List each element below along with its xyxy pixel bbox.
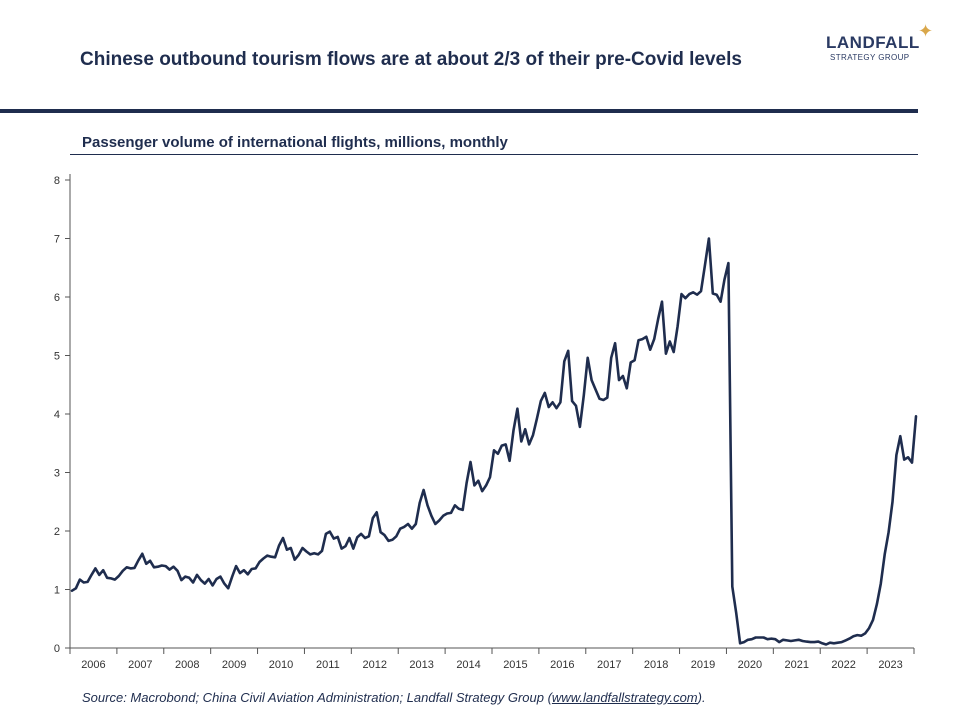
x-tick-label: 2022	[831, 659, 855, 671]
x-tick-label: 2009	[222, 659, 246, 671]
header-divider	[0, 109, 918, 113]
y-tick-label: 0	[54, 643, 60, 655]
source-text: Source: Macrobond; China Civil Aviation …	[82, 690, 552, 705]
x-tick-label: 2016	[550, 659, 574, 671]
y-tick-label: 1	[54, 585, 60, 597]
x-tick-label: 2020	[738, 659, 762, 671]
subtitle-divider	[70, 154, 918, 155]
x-tick-label: 2019	[691, 659, 715, 671]
series-line-passenger-volume	[70, 237, 918, 646]
star-icon: ✦	[918, 21, 934, 41]
y-axis: 0 1 2 3 4 5 6 7 8	[54, 174, 71, 655]
y-tick-label: 6	[54, 292, 60, 304]
x-tick-label: 2012	[363, 659, 387, 671]
x-tick-label: 2021	[785, 659, 809, 671]
x-tick-label: 2017	[597, 659, 621, 671]
y-tick-label: 3	[54, 468, 60, 480]
x-tick-label: 2023	[878, 659, 902, 671]
logo-tagline: STRATEGY GROUP	[830, 53, 910, 62]
x-axis: 2006 2007 2008 2009 2010 2011 2012 2013 2014 2015…	[69, 647, 915, 671]
source-link[interactable]: www.landfallstrategy.com	[551, 690, 698, 705]
x-tick-label: 2011	[316, 659, 340, 671]
x-tick-label: 2006	[81, 659, 105, 671]
y-tick-label: 8	[54, 175, 60, 187]
x-tick-label: 2010	[269, 659, 293, 671]
y-tick-label: 7	[54, 234, 60, 246]
x-tick-label: 2014	[456, 659, 480, 671]
x-tick-label: 2013	[409, 659, 433, 671]
y-tick-label: 4	[54, 409, 60, 421]
landfall-logo: LANDFALL STRATEGY GROUP	[826, 34, 936, 63]
y-tick-label: 2	[54, 526, 60, 538]
source-suffix: ).	[697, 690, 706, 705]
chart-title: Chinese outbound tourism flows are at ab…	[80, 49, 742, 70]
logo-wordmark: LANDFALL	[826, 33, 920, 52]
x-tick-label: 2018	[644, 659, 668, 671]
x-tick-label: 2007	[128, 659, 152, 671]
x-tick-label: 2015	[503, 659, 527, 671]
chart-subtitle: Passenger volume of international flight…	[82, 134, 508, 151]
source-note: Source: Macrobond; China Civil Aviation …	[82, 690, 706, 705]
y-tick-label: 5	[54, 351, 60, 363]
x-tick-label: 2008	[175, 659, 199, 671]
